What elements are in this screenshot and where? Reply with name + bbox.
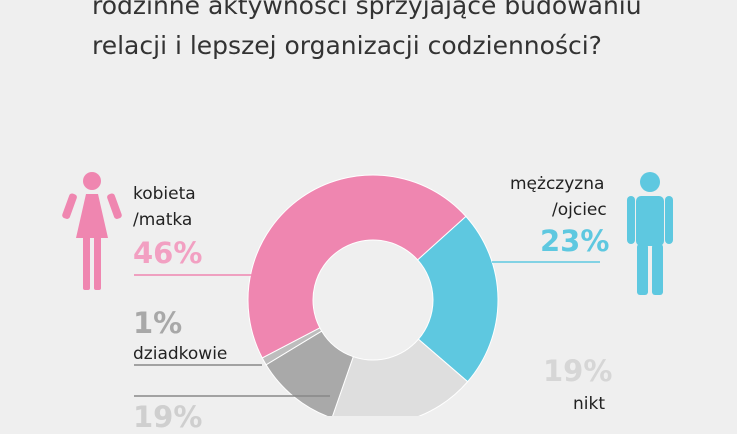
donut-chart <box>62 172 673 416</box>
donut-slice-woman <box>247 174 467 359</box>
label-woman-line2: /matka <box>133 210 193 230</box>
value-label-partial: 19% <box>133 400 203 434</box>
donut-slice-nobody <box>332 338 469 416</box>
title-line-1: rodzinne aktywności sprzyjające budowani… <box>92 0 642 20</box>
label-man-line2: /ojciec <box>552 200 607 220</box>
donut-slice-man <box>416 215 499 383</box>
title-line-2: relacji i lepszej organizacji codziennoś… <box>92 31 602 60</box>
donut-slices <box>247 174 499 416</box>
value-label-grandparents: 1% <box>133 306 183 340</box>
value-label-woman: 46% <box>133 236 203 270</box>
label-woman-line1: kobieta <box>133 184 196 204</box>
label-nobody: nikt <box>573 394 606 414</box>
chart-title: rodzinne aktywności sprzyjające budowani… <box>92 0 692 66</box>
man-icon <box>627 172 673 295</box>
label-grandparents: dziadkowie <box>133 344 228 364</box>
value-label-nobody: 19% <box>543 354 613 388</box>
label-man-line1: mężczyzna <box>510 174 605 194</box>
value-label-man: 23% <box>540 224 610 258</box>
woman-icon <box>62 172 122 290</box>
leader-lines <box>134 261 600 397</box>
